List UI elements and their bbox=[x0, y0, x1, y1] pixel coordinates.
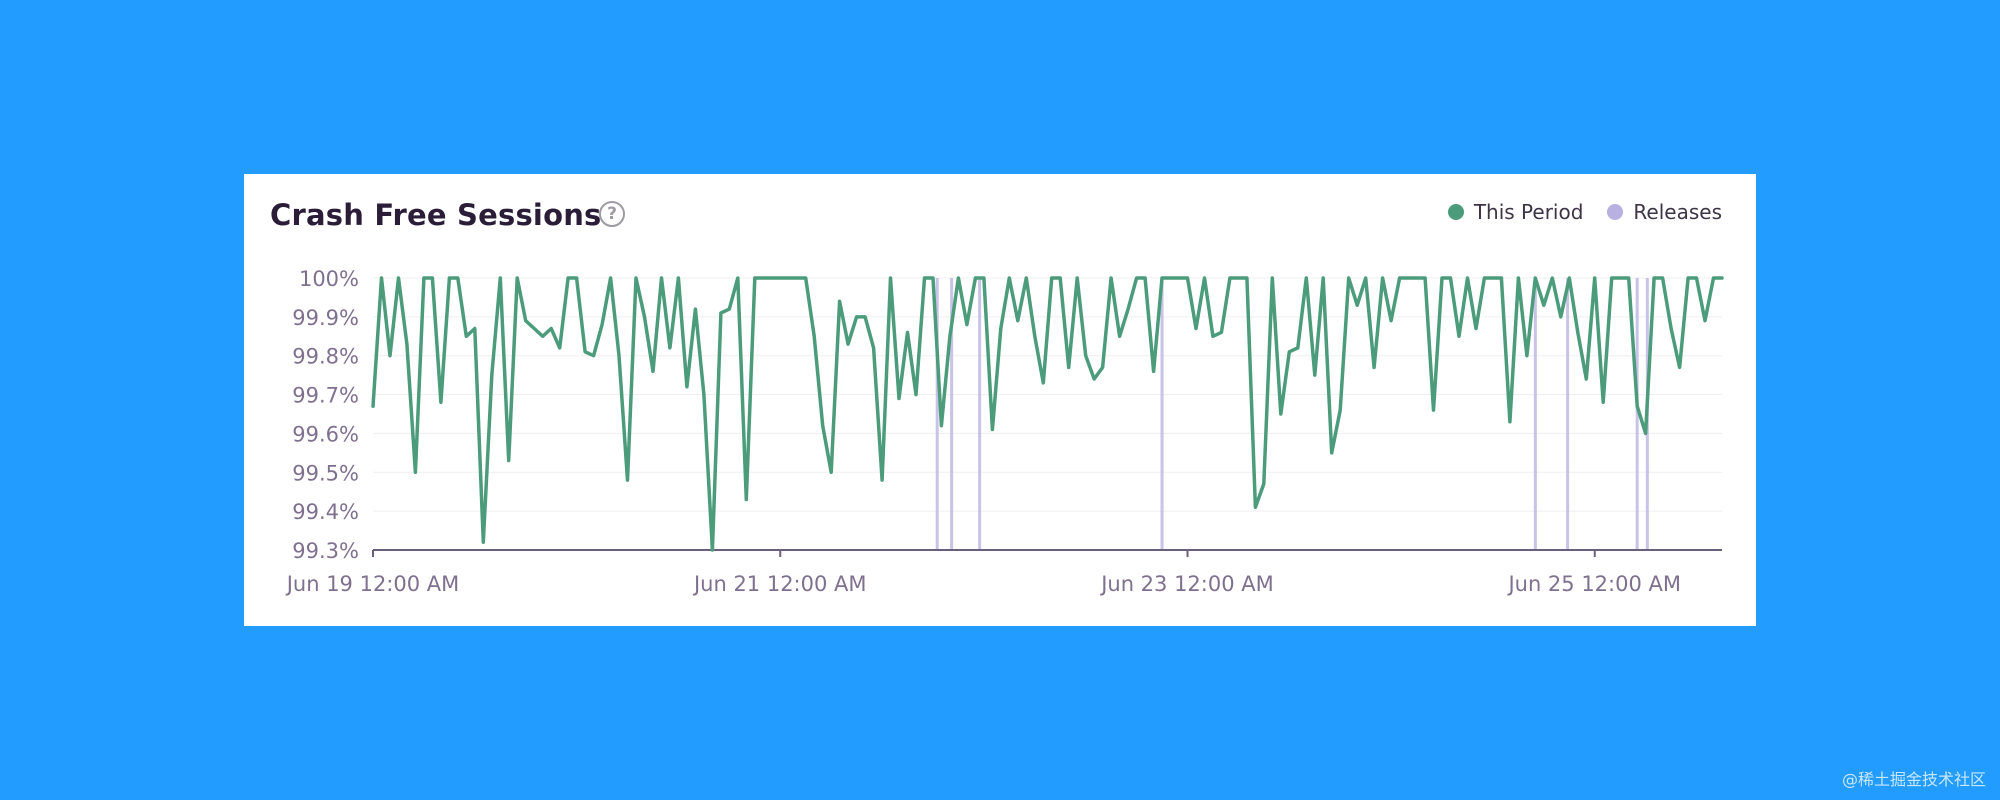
series-line-this-period bbox=[371, 276, 1724, 552]
legend-label-this-period: This Period bbox=[1473, 200, 1584, 224]
legend-label-releases: Releases bbox=[1633, 200, 1722, 224]
y-tick-label: 99.9% bbox=[292, 306, 359, 330]
x-tick-label: Jun 23 12:00 AM bbox=[1099, 572, 1274, 596]
y-tick-label: 99.4% bbox=[292, 500, 359, 524]
legend-dot-this-period bbox=[1447, 204, 1464, 220]
chart-title: Crash Free Sessions bbox=[270, 198, 602, 232]
legend-dot-releases bbox=[1607, 204, 1624, 220]
y-tick-label: 99.3% bbox=[292, 539, 359, 563]
y-tick-label: 100% bbox=[299, 267, 359, 291]
crash-free-sessions-card: Crash Free Sessions ? This Period Releas… bbox=[244, 174, 1756, 626]
line-chart[interactable]: 100% 99.9% 99.8% 99.7% 99.6% 99.5% 99.4% 99.3% J… bbox=[244, 174, 1756, 626]
y-tick-label: 99.8% bbox=[292, 345, 359, 369]
legend-item-releases[interactable]: Releases bbox=[1607, 200, 1722, 224]
x-tick-label: Jun 21 12:00 AM bbox=[692, 572, 867, 596]
chart-legend: This Period Releases bbox=[1447, 200, 1722, 224]
legend-item-this-period[interactable]: This Period bbox=[1447, 200, 1584, 224]
x-tick-label: Jun 19 12:00 AM bbox=[285, 572, 460, 596]
watermark: @稀土掘金技术社区 bbox=[1841, 770, 1986, 789]
question-circle-icon[interactable]: ? bbox=[599, 201, 625, 227]
y-tick-label: 99.7% bbox=[292, 384, 359, 408]
y-tick-label: 99.6% bbox=[292, 422, 359, 446]
y-tick-label: 99.5% bbox=[292, 461, 359, 485]
x-tick-label: Jun 25 12:00 AM bbox=[1506, 572, 1681, 596]
